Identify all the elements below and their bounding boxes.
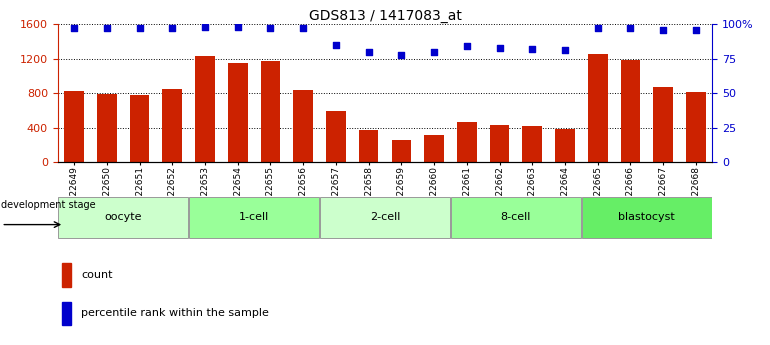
Bar <box>451 197 581 238</box>
Point <box>133 26 146 31</box>
Point <box>297 26 310 31</box>
Bar <box>129 95 149 162</box>
Bar <box>260 61 280 162</box>
Point <box>624 26 637 31</box>
Point <box>690 27 702 32</box>
Bar <box>62 302 72 325</box>
Point <box>101 26 113 31</box>
Text: 2-cell: 2-cell <box>370 213 400 222</box>
Text: count: count <box>82 270 113 280</box>
Bar <box>62 264 72 287</box>
Bar <box>189 197 319 238</box>
Bar <box>162 89 182 162</box>
Bar <box>228 63 248 162</box>
Bar <box>424 135 444 162</box>
Text: 8-cell: 8-cell <box>500 213 531 222</box>
Point <box>264 26 276 31</box>
Text: percentile rank within the sample: percentile rank within the sample <box>82 308 270 318</box>
Bar <box>686 92 705 162</box>
Bar <box>392 140 411 162</box>
Point <box>363 49 375 55</box>
Bar <box>621 60 641 162</box>
Point <box>428 49 440 55</box>
Bar <box>65 91 84 162</box>
Text: 1-cell: 1-cell <box>239 213 270 222</box>
Text: blastocyst: blastocyst <box>618 213 675 222</box>
Bar <box>320 197 450 238</box>
Point <box>526 46 538 52</box>
Text: development stage: development stage <box>2 200 96 210</box>
Bar <box>555 129 574 162</box>
Bar <box>457 122 477 162</box>
Bar <box>490 125 510 162</box>
Text: oocyte: oocyte <box>105 213 142 222</box>
Bar <box>582 197 711 238</box>
Bar <box>653 87 673 162</box>
Bar <box>326 111 346 162</box>
Point <box>460 43 473 49</box>
Bar <box>522 126 542 162</box>
Title: GDS813 / 1417083_at: GDS813 / 1417083_at <box>309 9 461 23</box>
Point <box>232 24 244 30</box>
Bar <box>588 54 608 162</box>
Point <box>494 45 506 50</box>
Bar <box>293 90 313 162</box>
Point <box>395 52 407 57</box>
Bar <box>359 130 379 162</box>
Point <box>199 24 211 30</box>
Point <box>166 26 179 31</box>
Point <box>591 26 604 31</box>
Bar <box>196 56 215 162</box>
Bar <box>97 94 117 162</box>
Point <box>330 42 342 48</box>
Point <box>68 26 80 31</box>
Point <box>559 48 571 53</box>
Point <box>657 27 669 32</box>
Bar <box>59 197 188 238</box>
